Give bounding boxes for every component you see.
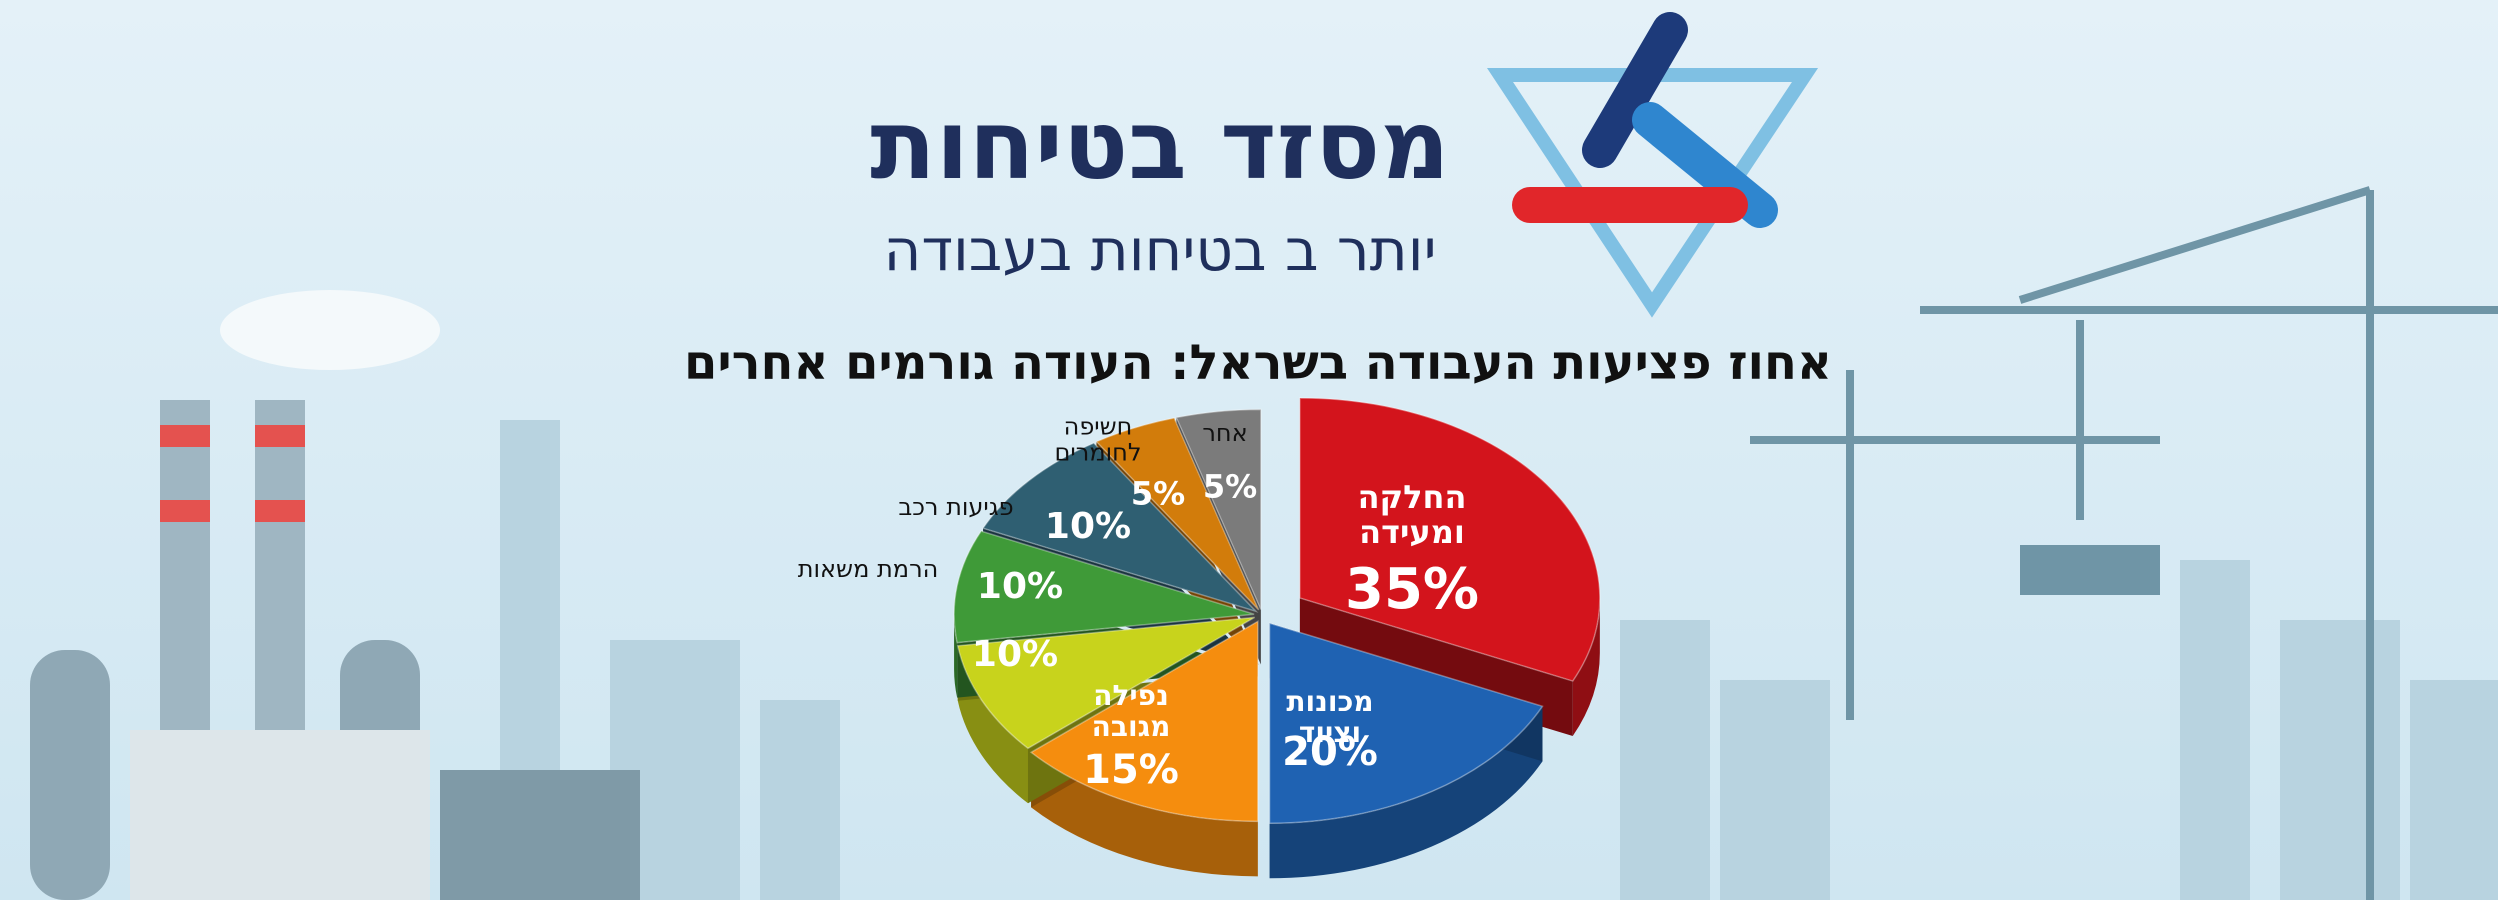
pie-slice-side: [954, 614, 958, 698]
pie-slice: [1175, 408, 1262, 610]
slice-value-label: 10%: [1044, 506, 1132, 548]
slice-value-label: 5%: [1130, 474, 1186, 513]
slice-value-label: 35%: [1344, 557, 1480, 623]
slice-name-label: פגיעות רכב: [898, 492, 1014, 521]
slice-value-label: 20%: [1282, 729, 1378, 775]
pie-slice: [956, 616, 1256, 750]
slice-name-label: חשיפה לחומרים: [1054, 412, 1142, 467]
crane-load: [2020, 545, 2160, 595]
logo-title: מסזד בטיחות: [870, 89, 1450, 201]
slice-value-label: 10%: [971, 634, 1059, 676]
slice-value-label: 15%: [1083, 747, 1179, 793]
pie-slice: [953, 530, 1255, 644]
slice-value-label: 10%: [976, 566, 1064, 608]
crane: [1750, 186, 2498, 900]
pie-slice-side: [1269, 706, 1543, 879]
slice-name-label: מכונות וציוד: [1286, 685, 1374, 749]
pie-slice-side: [1572, 597, 1600, 737]
skyline: [500, 420, 2498, 900]
pie-slice: [1095, 417, 1260, 611]
logo-subtitle: יותר ב בטיחות בעבודה: [883, 216, 1437, 284]
pie-slice: [1029, 620, 1259, 823]
pie-slice: [981, 442, 1259, 613]
factory: [30, 290, 640, 900]
pie-slice: [1299, 397, 1601, 682]
slice-name-label: אחר: [1202, 418, 1248, 447]
pie-slice-side: [957, 645, 1028, 804]
pie-slice-side: [1031, 752, 1258, 877]
pie-slice: [1268, 622, 1544, 824]
slice-name-label: החלקה ומעידה: [1357, 477, 1467, 551]
pie-slice-edge: [1299, 397, 1573, 737]
slice-name-label: הרמת משאות: [797, 554, 939, 583]
logo: [1486, 12, 1819, 318]
chart-title: אחוז פציעות העבודה בשראל: העודה גורמים א…: [684, 335, 1832, 391]
slice-name-label: נפילה מגובה: [1091, 679, 1171, 743]
slice-value-label: 5%: [1202, 467, 1258, 506]
